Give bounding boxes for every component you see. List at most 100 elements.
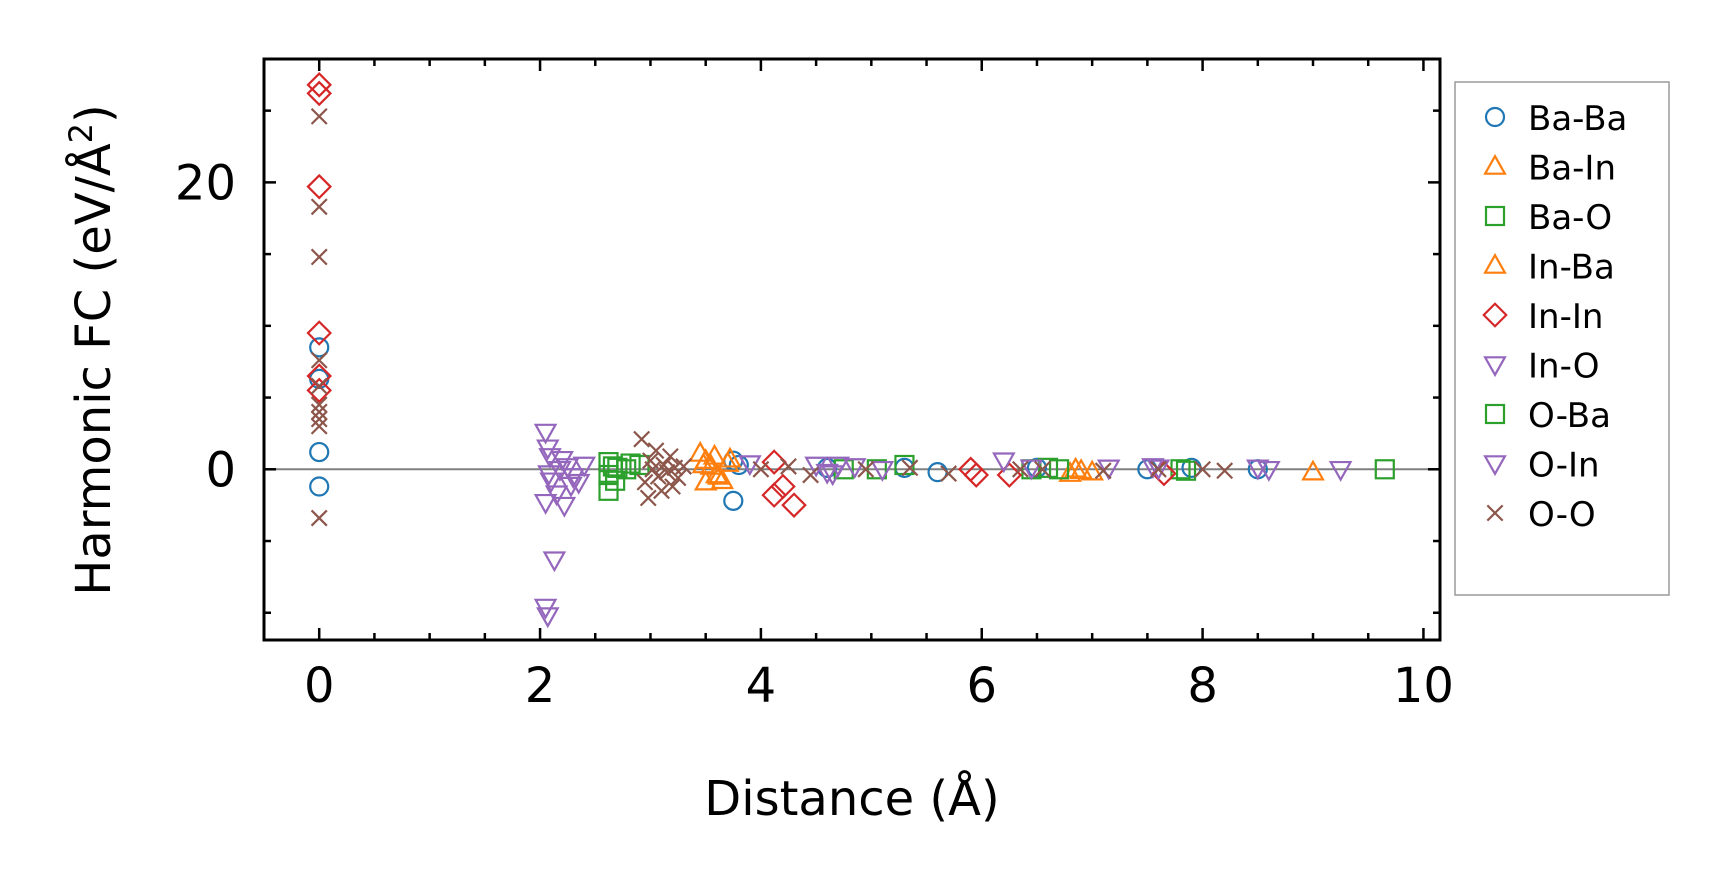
data-point bbox=[309, 441, 330, 463]
legend-label: O-O bbox=[1528, 495, 1596, 535]
y-axis-title-superscript: 2 bbox=[62, 123, 100, 143]
x-tick-label: 6 bbox=[966, 658, 997, 714]
data-point bbox=[309, 476, 330, 497]
data-point bbox=[1301, 459, 1325, 481]
x-tick-label: 2 bbox=[525, 658, 556, 714]
data-point bbox=[1037, 457, 1059, 478]
legend-label: Ba-O bbox=[1528, 198, 1612, 238]
data-point bbox=[536, 607, 560, 629]
series-ba-ba bbox=[309, 337, 1268, 511]
data-point bbox=[770, 473, 796, 500]
plot-frame bbox=[262, 57, 1442, 642]
data-point bbox=[780, 457, 797, 475]
data-point bbox=[901, 459, 919, 477]
data-point bbox=[1374, 459, 1395, 480]
y-tick-label: 20 bbox=[175, 155, 236, 211]
data-point bbox=[1146, 459, 1171, 481]
data-point bbox=[1026, 457, 1048, 478]
legend-label: Ba-In bbox=[1528, 149, 1616, 189]
data-point bbox=[533, 493, 558, 515]
x-tick-label: 10 bbox=[1393, 658, 1454, 714]
data-point bbox=[669, 469, 687, 487]
data-point bbox=[310, 509, 328, 527]
data-point bbox=[963, 462, 990, 488]
data-point bbox=[1216, 462, 1234, 480]
legend-label: O-In bbox=[1528, 446, 1600, 486]
series-in-o bbox=[533, 423, 1353, 629]
data-point bbox=[539, 472, 563, 494]
data-point bbox=[548, 460, 572, 482]
data-point bbox=[761, 482, 787, 508]
x-axis-title: Distance (Å) bbox=[704, 770, 999, 827]
legend-marker bbox=[1483, 455, 1507, 477]
data-point bbox=[647, 442, 665, 460]
data-point bbox=[306, 80, 333, 107]
legend-item: In-Ba bbox=[1483, 248, 1615, 288]
data-point bbox=[1328, 460, 1353, 482]
legend-label: In-In bbox=[1528, 297, 1603, 337]
data-point bbox=[559, 476, 583, 498]
data-point bbox=[702, 443, 727, 465]
data-point bbox=[804, 456, 828, 478]
data-point bbox=[306, 377, 333, 404]
tick-labels-layer: 0 2 4 6 8 10 0 20 bbox=[175, 155, 1454, 714]
data-point bbox=[658, 463, 676, 481]
series-in-ba bbox=[691, 446, 1093, 485]
data-point bbox=[1011, 460, 1029, 478]
legend-item: O-In bbox=[1483, 446, 1600, 486]
data-point bbox=[544, 485, 569, 507]
data-point bbox=[649, 468, 667, 485]
x-tick-label: 0 bbox=[304, 658, 335, 714]
x-tick-label: 8 bbox=[1187, 658, 1218, 714]
data-point bbox=[1094, 462, 1112, 480]
data-point bbox=[309, 337, 330, 358]
data-point bbox=[661, 447, 679, 465]
series-o-ba bbox=[602, 453, 1197, 491]
legend-label: In-Ba bbox=[1528, 248, 1615, 288]
data-point bbox=[1149, 460, 1167, 478]
data-point bbox=[707, 463, 731, 485]
y-axis-title-main: Harmonic FC (eV/Å bbox=[65, 143, 122, 596]
data-point bbox=[992, 452, 1016, 474]
legend-marker bbox=[1482, 302, 1508, 328]
series-o-o bbox=[310, 107, 1234, 527]
series-in-in bbox=[306, 72, 1177, 518]
data-point bbox=[636, 473, 654, 491]
data-point bbox=[842, 458, 867, 480]
data-point bbox=[566, 473, 591, 495]
legend-marker bbox=[1483, 252, 1507, 274]
legend-marker bbox=[1483, 356, 1507, 378]
data-point bbox=[310, 198, 328, 216]
data-point bbox=[1069, 458, 1093, 480]
data-point bbox=[1019, 459, 1044, 481]
data-point bbox=[310, 351, 328, 369]
data-point bbox=[1063, 456, 1088, 478]
data-point bbox=[310, 403, 328, 421]
data-point bbox=[723, 490, 744, 511]
data-point bbox=[1175, 460, 1197, 481]
legend-label: O-Ba bbox=[1528, 396, 1611, 436]
legend-item: Ba-O bbox=[1484, 198, 1612, 238]
data-point bbox=[752, 460, 770, 478]
data-point bbox=[550, 450, 574, 472]
data-point bbox=[633, 430, 651, 448]
data-point bbox=[691, 452, 716, 474]
legend-marker bbox=[1486, 504, 1504, 522]
data-point bbox=[857, 460, 875, 478]
legend-label: In-O bbox=[1528, 347, 1600, 387]
data-point bbox=[644, 460, 662, 478]
legend-marker bbox=[1484, 403, 1506, 425]
y-tick-label: 0 bbox=[205, 442, 236, 498]
data-point bbox=[738, 455, 762, 477]
legend-item: Ba-Ba bbox=[1484, 99, 1627, 139]
data-point bbox=[1034, 460, 1051, 478]
legend-item: O-Ba bbox=[1484, 396, 1611, 436]
data-point bbox=[306, 320, 333, 346]
data-point bbox=[653, 482, 670, 500]
legend-marker bbox=[1483, 153, 1507, 175]
data-point bbox=[1194, 460, 1212, 478]
data-point bbox=[802, 466, 820, 484]
data-point bbox=[1257, 460, 1281, 482]
data-points-layer bbox=[306, 72, 1395, 629]
data-point bbox=[310, 248, 328, 266]
